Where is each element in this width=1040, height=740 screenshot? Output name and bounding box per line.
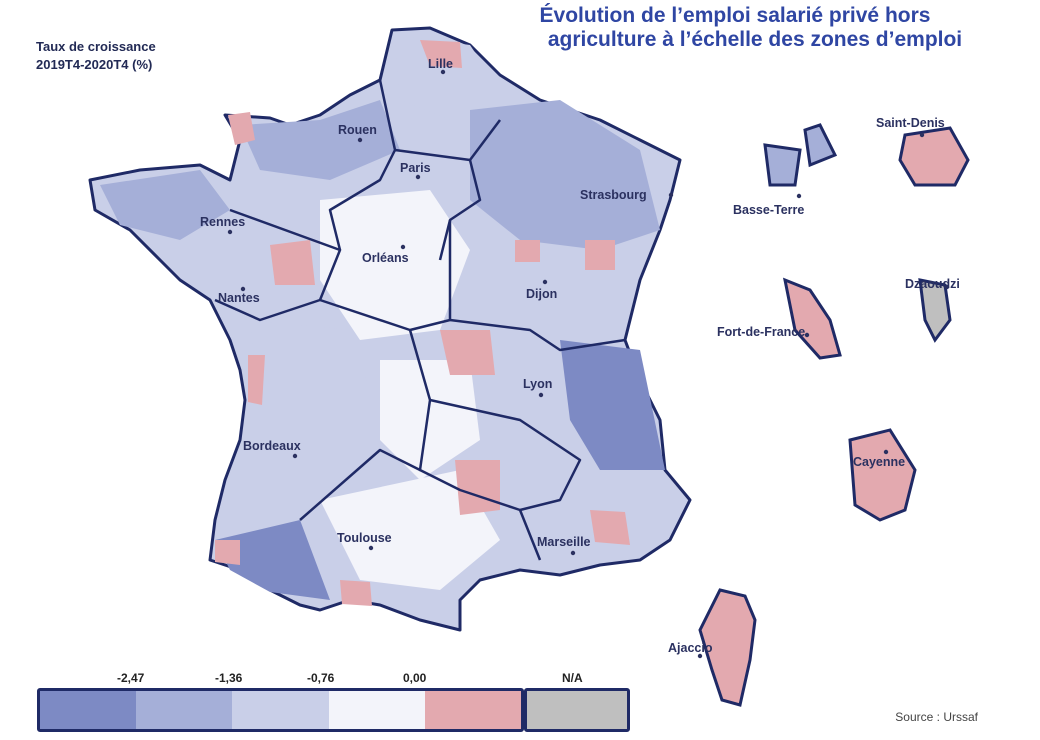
legend-threshold-2: -1,36 [215, 671, 243, 685]
legend-swatch-2 [136, 691, 233, 729]
city-bordeaux: Bordeaux [243, 439, 301, 453]
city-strasbourg: Strasbourg [580, 188, 647, 202]
zone-positive-cherbourg [228, 112, 255, 145]
city-rennes: Rennes [200, 215, 245, 229]
city-dzaoudzi: Dzaoudzi [905, 277, 960, 291]
legend-na-swatch [524, 688, 630, 732]
city-fort-de-france: Fort-de-France [717, 325, 805, 339]
city-cayenne: Cayenne [853, 455, 905, 469]
zone-positive-north [420, 40, 462, 68]
zone-positive-lemans [270, 240, 315, 285]
city-lille: Lille [428, 57, 453, 71]
zone-north-east [470, 100, 660, 250]
city-nantes: Nantes [218, 291, 260, 305]
legend-swatch-4 [328, 691, 425, 729]
zone-south [320, 470, 500, 590]
map-title: Évolution de l’emploi salarié privé hors… [470, 4, 1000, 52]
legend-threshold-4: 0,00 [403, 671, 427, 685]
city-rouen: Rouen [338, 123, 377, 137]
subtitle-line-1: Taux de croissance [36, 39, 156, 54]
city-orleans: Orléans [362, 251, 409, 265]
title-line-2: agriculture à l’échelle des zones d’empl… [547, 28, 963, 51]
guadeloupe [763, 123, 838, 187]
zone-positive-provence [590, 510, 630, 545]
zone-center [320, 190, 470, 340]
zone-brittany-west [100, 170, 230, 240]
legend-subtitle: Taux de croissance 2019T4-2020T4 (%) [36, 38, 156, 74]
zone-alps [560, 340, 665, 470]
city-toulouse: Toulouse [337, 531, 392, 545]
zone-normandy [240, 100, 400, 180]
legend-color-scale [37, 688, 524, 732]
legend-threshold-3: -0,76 [307, 671, 335, 685]
legend-swatch-1 [40, 691, 137, 729]
zone-southwest [215, 520, 330, 600]
city-paris: Paris [400, 161, 431, 175]
zone-positive-jura [585, 240, 615, 270]
source-note: Source : Urssaf [895, 710, 978, 724]
city-labels: Lille Rouen Paris Strasbourg Rennes Orlé… [200, 57, 960, 659]
city-ajaccio: Ajaccio [668, 641, 713, 655]
zone-positive-biarritz [215, 540, 240, 565]
region-borders [214, 79, 626, 561]
subtitle-line-2: 2019T4-2020T4 (%) [36, 57, 153, 72]
city-saint-denis: Saint-Denis [876, 116, 945, 130]
legend-na-label: N/A [562, 671, 583, 685]
zone-massif [380, 360, 480, 480]
overseas-territories [763, 123, 970, 522]
zone-positive-clermont [440, 330, 495, 375]
city-basse-terre: Basse-Terre [733, 203, 804, 217]
corsica [698, 588, 757, 707]
zone-positive-pyrenees [340, 580, 372, 606]
mayotte [918, 278, 952, 343]
city-marseille: Marseille [537, 535, 591, 549]
zone-positive-lorraine [515, 240, 540, 262]
zone-positive-south-central [455, 460, 500, 515]
reunion [898, 126, 970, 187]
legend-swatch-5 [424, 691, 521, 729]
guyane [848, 428, 917, 522]
zone-positive-atlantic [248, 355, 265, 405]
zone-north [395, 35, 500, 120]
legend-swatch-3 [232, 691, 329, 729]
mainland-france [88, 26, 757, 707]
city-lyon: Lyon [523, 377, 552, 391]
zone-west [250, 320, 380, 460]
city-dijon: Dijon [526, 287, 557, 301]
martinique [782, 277, 842, 360]
legend-threshold-1: -2,47 [117, 671, 145, 685]
title-line-1: Évolution de l’emploi salarié privé hors [539, 4, 931, 27]
